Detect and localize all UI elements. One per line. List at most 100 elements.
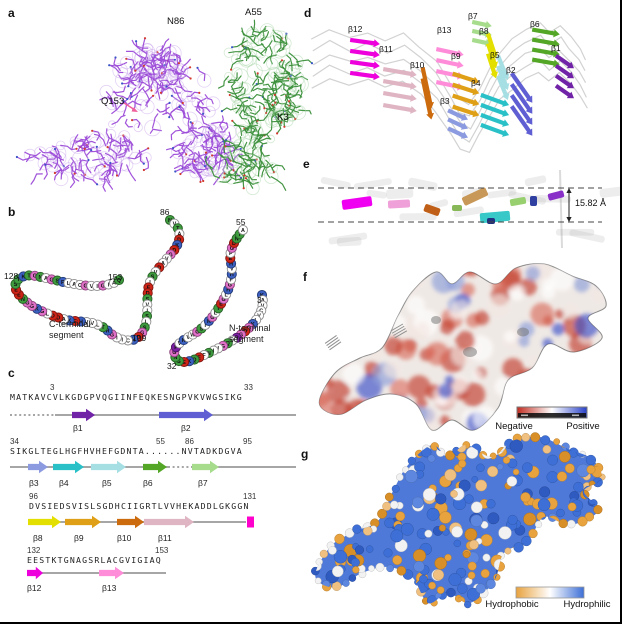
svg-text:G: G — [210, 315, 214, 321]
strand-cross-section — [547, 190, 565, 201]
svg-text:V: V — [230, 339, 234, 345]
strand-label-c-b5: β5 — [102, 478, 112, 488]
svg-text:F: F — [229, 277, 233, 283]
beta-strand-ribbon — [471, 19, 492, 29]
svg-text:T: T — [217, 306, 221, 312]
svg-text:L: L — [46, 312, 50, 318]
strand-label-d-b12: β12 — [348, 24, 363, 34]
svg-text:G: G — [110, 332, 114, 338]
svg-text:N: N — [235, 236, 239, 242]
residue-number-32: 32 — [167, 361, 177, 371]
beta-strand-ribbon — [452, 71, 480, 85]
svg-text:I: I — [218, 346, 220, 352]
svg-text:H: H — [230, 272, 234, 278]
svg-text:T: T — [238, 232, 242, 238]
svg-text:A: A — [72, 282, 76, 288]
svg-text:H: H — [226, 287, 230, 293]
panel-letter-g: g — [301, 447, 309, 461]
strand-label-d-b11: β11 — [379, 44, 393, 54]
strand-cross-section — [387, 199, 411, 209]
svg-text:I: I — [121, 337, 123, 343]
beta-strand-ribbon — [452, 93, 480, 107]
ribbon-diagram-d — [310, 19, 588, 154]
strand-label-c-b12: β12 — [27, 583, 42, 593]
beta-strand-arrow — [28, 460, 48, 474]
svg-text:V: V — [154, 270, 158, 276]
strand-label-c-b8: β8 — [33, 533, 43, 543]
legend-positive: Positive — [566, 421, 600, 432]
beta-strand-ribbon — [509, 72, 533, 103]
svg-text:K: K — [182, 338, 186, 344]
width-measurement: 15.82 Å — [575, 198, 607, 208]
svg-text:Q: Q — [117, 278, 121, 284]
strand-label-d-b2: β2 — [506, 65, 516, 75]
svg-text:G: G — [33, 274, 37, 280]
beta-strand-ribbon — [480, 112, 510, 127]
n-terminal-chain: KAVCVLKGDGPVQGIINFEQKESNGPVKVWGSIKGLTEGL… — [169, 224, 268, 368]
svg-text:V: V — [90, 321, 94, 327]
panel-letter-f: f — [303, 270, 307, 284]
svg-text:A: A — [112, 281, 116, 287]
beta-strand-ribbon — [349, 37, 380, 48]
strand-label-d-b1: β1 — [551, 43, 561, 53]
svg-text:H: H — [229, 262, 233, 268]
seq-num-95: 95 — [243, 437, 252, 446]
svg-text:C: C — [126, 338, 130, 344]
beta-strand-arrow — [65, 515, 101, 529]
svg-text:I: I — [96, 284, 98, 290]
colorbar-electrostatic — [516, 406, 588, 419]
beta-strand-ribbon — [435, 47, 464, 58]
svg-text:S: S — [55, 279, 59, 285]
beta-strand-ribbon — [496, 55, 510, 81]
density-map-a — [15, 19, 314, 196]
beta-strand-ribbon — [349, 48, 380, 59]
c-terminal-segment-label: C-terminal segment — [49, 319, 91, 340]
svg-text:A: A — [44, 276, 48, 282]
strand-label-d-b4: β4 — [471, 78, 481, 88]
svg-text:A: A — [62, 317, 66, 323]
beta-strand-ribbon — [531, 27, 560, 38]
beta-strand-ribbon — [382, 90, 417, 102]
svg-text:G: G — [168, 252, 172, 258]
panel-letter-e: e — [303, 157, 310, 171]
svg-text:G: G — [49, 277, 53, 283]
svg-text:G: G — [40, 309, 44, 315]
svg-text:G: G — [230, 246, 234, 252]
strand-cross-section — [423, 204, 441, 216]
residue-number-109: 109 — [132, 333, 147, 343]
side-view-e — [318, 169, 620, 249]
residue-label-q153: Q153 — [101, 96, 125, 107]
svg-text:G: G — [172, 350, 176, 356]
beta-strand-ribbon — [480, 122, 510, 137]
svg-text:E: E — [14, 288, 18, 294]
svg-text:N: N — [173, 355, 177, 361]
c-terminal-chain: NVTADKDGVADVSIEDSVISLSGDHCIIGRTLVVHEKADD… — [10, 214, 185, 346]
beta-strand-ribbon — [382, 78, 417, 90]
beta-strand-ribbon — [447, 117, 468, 130]
seq-num-3: 3 — [50, 383, 55, 392]
beta-strand-arrow — [53, 460, 84, 474]
svg-text:V: V — [90, 284, 94, 290]
panel-letter-b: b — [8, 205, 16, 219]
beta-strand-ribbon — [435, 58, 464, 69]
beta-strand-ribbon — [554, 73, 575, 89]
strand-label-d-b13: β13 — [437, 25, 452, 35]
n-terminal-segment-label: N-terminal segment — [229, 323, 271, 344]
beta-strand-arrow — [159, 408, 213, 422]
strand-cross-section — [509, 196, 527, 207]
beta-strand-ribbon — [480, 102, 510, 117]
seq-num-86: 86 — [185, 437, 194, 446]
colorbar-hydrophobicity — [515, 586, 585, 599]
svg-text:D: D — [56, 315, 60, 321]
beta-strand-ribbon — [496, 75, 510, 101]
seq-num-96: 96 — [29, 492, 38, 501]
beta-strand-ribbon — [480, 92, 510, 107]
strand-label-c-b1: β1 — [73, 423, 83, 433]
svg-text:G: G — [25, 301, 29, 307]
svg-text:D: D — [172, 248, 176, 254]
sequence-row2: SIKGLTEGLHGFHVHEFGDNTA......NVTADKDGVA — [10, 446, 243, 456]
strand-label-c-b9: β9 — [74, 533, 84, 543]
svg-text:L: L — [96, 323, 100, 329]
strand-cross-section — [487, 218, 495, 224]
